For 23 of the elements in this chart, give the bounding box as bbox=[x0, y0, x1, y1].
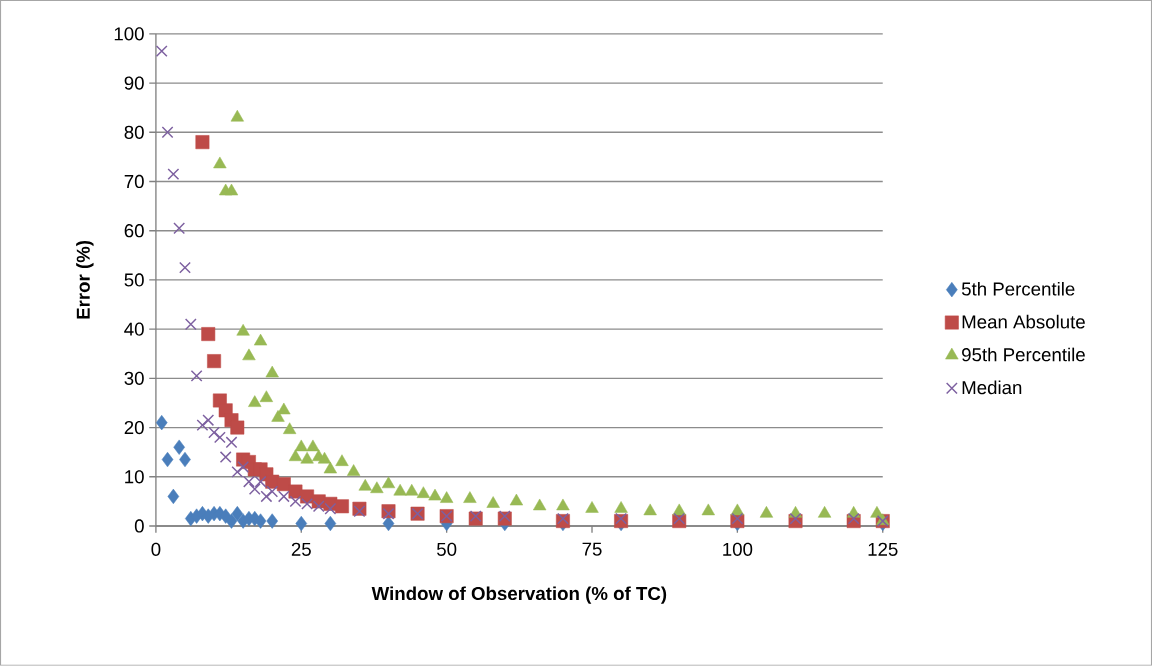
y-tick-label: 0 bbox=[134, 519, 144, 533]
y-tick-label: 60 bbox=[124, 224, 144, 238]
y-tick-label: 80 bbox=[124, 125, 144, 139]
y-tick-label: 10 bbox=[125, 470, 144, 484]
x-axis-title: Window of Observation (% of TC) bbox=[371, 586, 667, 604]
x-tick-label: 50 bbox=[437, 542, 457, 556]
y-tick-label: 100 bbox=[114, 27, 144, 41]
x-tick-label: 25 bbox=[291, 542, 311, 556]
y-tick-label: 30 bbox=[124, 371, 144, 386]
x-tick-label: 75 bbox=[582, 542, 602, 556]
x-tick-label: 125 bbox=[868, 542, 898, 556]
y-tick-label: 50 bbox=[124, 273, 144, 287]
y-tick-label: 90 bbox=[124, 76, 144, 90]
y-axis-title: Error (%) bbox=[76, 240, 94, 319]
legend-label: Mean Absolute bbox=[962, 314, 1085, 329]
legend-label: 95th Percentile bbox=[962, 347, 1085, 362]
x-tick-label: 0 bbox=[151, 542, 161, 556]
legend-label: 5th Percentile bbox=[961, 281, 1075, 296]
y-tick-label: 20 bbox=[124, 420, 144, 435]
y-tick-label: 70 bbox=[124, 174, 144, 189]
legend-label: Median bbox=[962, 380, 1022, 395]
x-tick-label: 100 bbox=[723, 542, 753, 556]
y-tick-label: 40 bbox=[124, 322, 144, 336]
